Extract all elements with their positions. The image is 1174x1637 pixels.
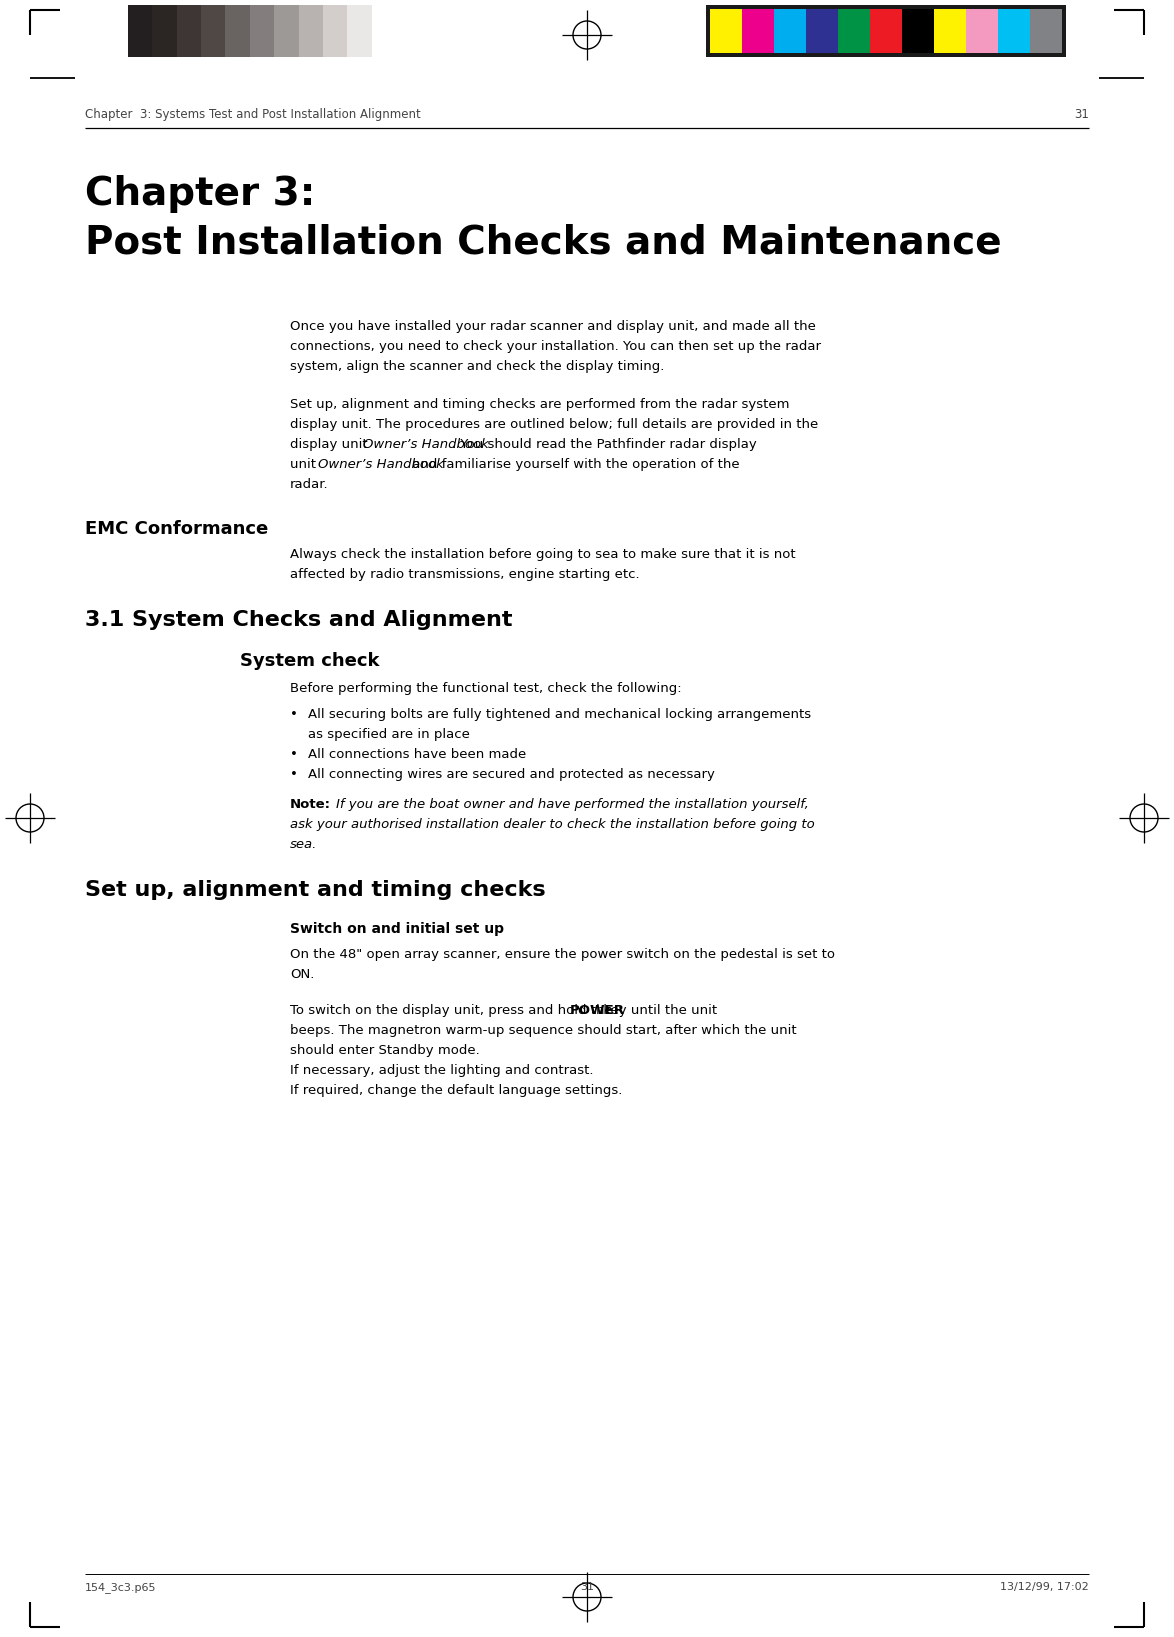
Bar bbox=[742, 8, 774, 52]
Bar bbox=[177, 5, 201, 57]
Bar bbox=[348, 5, 372, 57]
Text: All connecting wires are secured and protected as necessary: All connecting wires are secured and pro… bbox=[308, 768, 715, 781]
Bar bbox=[710, 8, 742, 52]
Text: If necessary, adjust the lighting and contrast.: If necessary, adjust the lighting and co… bbox=[290, 1064, 594, 1077]
Text: Once you have installed your radar scanner and display unit, and made all the: Once you have installed your radar scann… bbox=[290, 319, 816, 332]
Text: •: • bbox=[290, 748, 298, 761]
Text: ask your authorised installation dealer to check the installation before going t: ask your authorised installation dealer … bbox=[290, 818, 815, 832]
Bar bbox=[323, 5, 348, 57]
Text: Set up, alignment and timing checks are performed from the radar system: Set up, alignment and timing checks are … bbox=[290, 398, 789, 411]
Text: 3.1 System Checks and Alignment: 3.1 System Checks and Alignment bbox=[85, 611, 513, 630]
Bar bbox=[225, 5, 250, 57]
Text: as specified are in place: as specified are in place bbox=[308, 728, 470, 742]
Text: POWER: POWER bbox=[571, 1003, 625, 1017]
Bar bbox=[870, 8, 902, 52]
Text: If required, change the default language settings.: If required, change the default language… bbox=[290, 1084, 622, 1097]
Text: Before performing the functional test, check the following:: Before performing the functional test, c… bbox=[290, 683, 682, 696]
Text: Always check the installation before going to sea to make sure that it is not: Always check the installation before goi… bbox=[290, 548, 796, 561]
Text: Chapter 3:: Chapter 3: bbox=[85, 175, 316, 213]
Text: 31: 31 bbox=[580, 1581, 594, 1593]
Text: and familiarise yourself with the operation of the: and familiarise yourself with the operat… bbox=[407, 458, 740, 471]
Text: display unit: display unit bbox=[290, 439, 372, 452]
Text: Owner’s Handbook: Owner’s Handbook bbox=[318, 458, 444, 471]
Text: display unit. The procedures are outlined below; full details are provided in th: display unit. The procedures are outline… bbox=[290, 417, 818, 431]
Text: radar.: radar. bbox=[290, 478, 329, 491]
Bar bbox=[774, 8, 807, 52]
Text: connections, you need to check your installation. You can then set up the radar: connections, you need to check your inst… bbox=[290, 340, 821, 354]
Text: 31: 31 bbox=[1074, 108, 1089, 121]
Text: ON.: ON. bbox=[290, 967, 315, 981]
Text: system, align the scanner and check the display timing.: system, align the scanner and check the … bbox=[290, 360, 664, 373]
Text: System check: System check bbox=[239, 652, 379, 670]
Text: sea.: sea. bbox=[290, 838, 317, 851]
Text: All securing bolts are fully tightened and mechanical locking arrangements: All securing bolts are fully tightened a… bbox=[308, 707, 811, 720]
Text: Chapter  3: Systems Test and Post Installation Alignment: Chapter 3: Systems Test and Post Install… bbox=[85, 108, 420, 121]
Bar bbox=[966, 8, 998, 52]
Text: key until the unit: key until the unit bbox=[600, 1003, 717, 1017]
Text: Switch on and initial set up: Switch on and initial set up bbox=[290, 922, 504, 936]
Text: should enter Standby mode.: should enter Standby mode. bbox=[290, 1044, 480, 1058]
Text: Owner’s Handbook: Owner’s Handbook bbox=[363, 439, 488, 452]
Text: 13/12/99, 17:02: 13/12/99, 17:02 bbox=[1000, 1581, 1089, 1593]
Text: beeps. The magnetron warm-up sequence should start, after which the unit: beeps. The magnetron warm-up sequence sh… bbox=[290, 1025, 797, 1036]
Text: •: • bbox=[290, 707, 298, 720]
Text: 154_3c3.p65: 154_3c3.p65 bbox=[85, 1581, 156, 1593]
Text: Note:: Note: bbox=[290, 797, 331, 810]
Text: •: • bbox=[290, 768, 298, 781]
Bar bbox=[807, 8, 838, 52]
Bar bbox=[372, 5, 396, 57]
Bar bbox=[1030, 8, 1062, 52]
Bar bbox=[153, 5, 177, 57]
Text: . You should read the Pathfinder radar display: . You should read the Pathfinder radar d… bbox=[452, 439, 757, 452]
Bar bbox=[128, 5, 153, 57]
Text: affected by radio transmissions, engine starting etc.: affected by radio transmissions, engine … bbox=[290, 568, 640, 581]
Bar bbox=[998, 8, 1030, 52]
Bar bbox=[706, 5, 1066, 57]
Bar bbox=[902, 8, 935, 52]
Bar bbox=[935, 8, 966, 52]
Text: EMC Conformance: EMC Conformance bbox=[85, 521, 268, 539]
Bar bbox=[250, 5, 275, 57]
Text: To switch on the display unit, press and hold the: To switch on the display unit, press and… bbox=[290, 1003, 618, 1017]
Text: unit: unit bbox=[290, 458, 321, 471]
Text: On the 48" open array scanner, ensure the power switch on the pedestal is set to: On the 48" open array scanner, ensure th… bbox=[290, 948, 835, 961]
Text: Post Installation Checks and Maintenance: Post Installation Checks and Maintenance bbox=[85, 223, 1001, 260]
Bar bbox=[298, 5, 323, 57]
Bar bbox=[838, 8, 870, 52]
Text: Set up, alignment and timing checks: Set up, alignment and timing checks bbox=[85, 881, 546, 900]
Text: If you are the boat owner and have performed the installation yourself,: If you are the boat owner and have perfo… bbox=[336, 797, 809, 810]
Bar bbox=[275, 5, 298, 57]
Bar bbox=[201, 5, 225, 57]
Text: All connections have been made: All connections have been made bbox=[308, 748, 526, 761]
